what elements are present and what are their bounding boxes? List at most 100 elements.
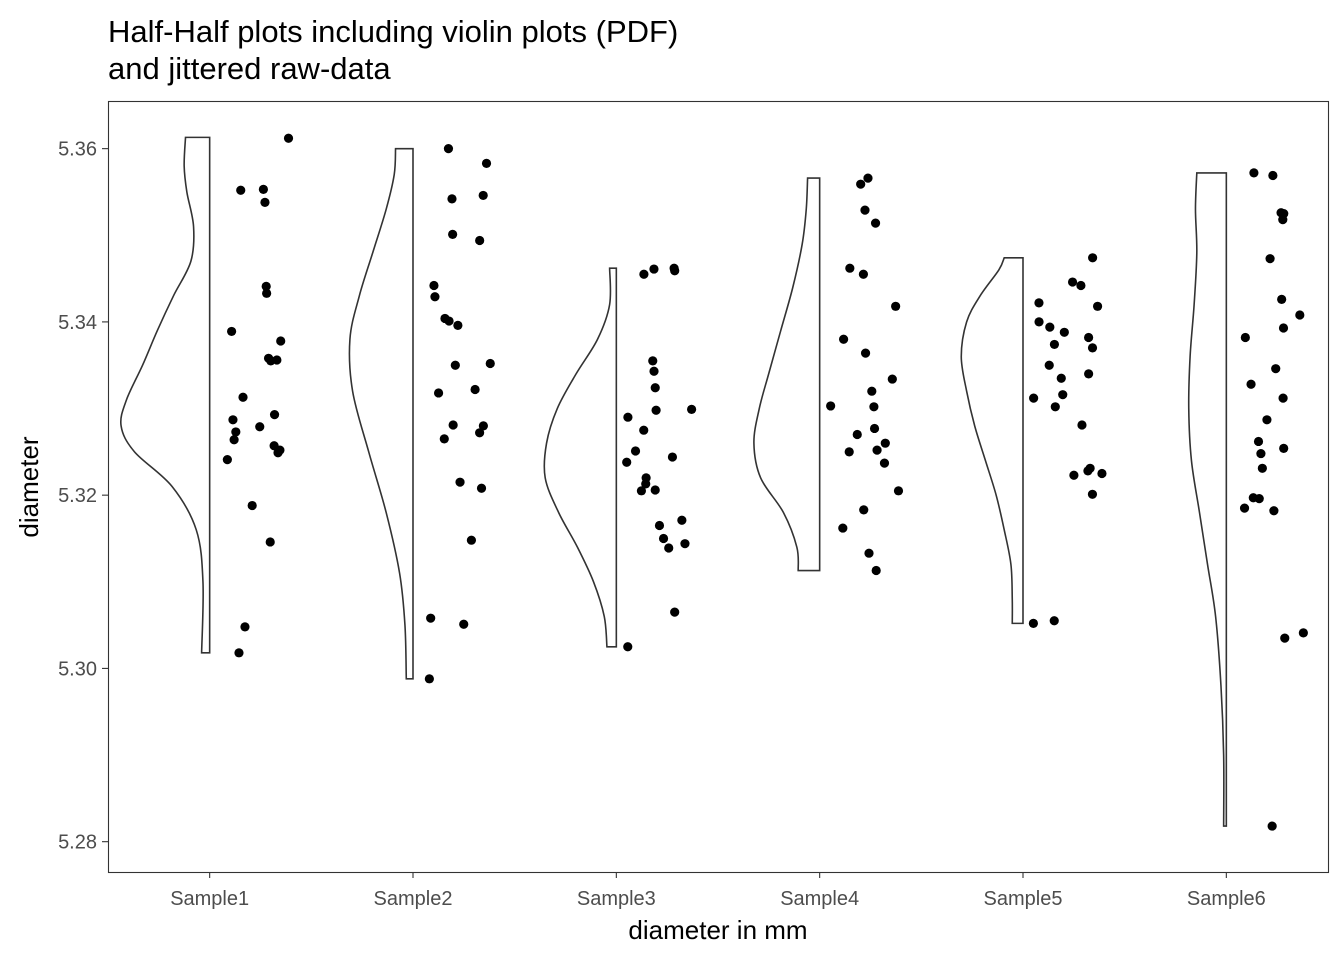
data-point-sample5 [1069,470,1079,480]
data-point-sample6 [1280,633,1290,643]
x-tick-label: Sample1 [170,888,249,910]
data-point-sample2 [481,158,492,168]
data-point-sample5 [1050,402,1060,412]
data-point-sample1 [236,185,246,195]
data-point-sample5 [1056,373,1066,383]
data-point-sample1 [240,622,250,632]
data-point-sample5 [1087,489,1098,499]
y-tick-label: 5.36 [58,139,97,161]
data-point-sample4 [870,218,881,228]
data-point-sample6 [1298,628,1308,638]
data-point-sample2 [433,388,444,398]
data-point-sample5 [1092,301,1103,311]
x-tick-label: Sample4 [780,888,859,910]
data-point-sample1 [258,184,268,194]
data-point-sample5 [1087,343,1098,353]
chart-title-line-1: Half-Half plots including violin plots (… [108,14,678,49]
data-point-sample5 [1084,369,1094,379]
panel-border [107,100,1330,874]
data-point-sample5 [1067,277,1078,287]
data-point-sample6 [1277,294,1287,304]
y-axis: 5.28 5.30 5.32 5.34 5.36 [58,139,108,854]
y-tick-label: 5.34 [58,312,97,334]
data-point-sample3 [677,515,687,525]
data-point-sample6 [1246,379,1256,389]
y-tick-label: 5.32 [58,485,97,507]
x-tick-label: Sample6 [1187,888,1266,910]
data-point-sample6 [1265,254,1275,264]
x-axis: Sample1 Sample2 Sample3 Sample4 Sample5 Sampl… [170,872,1266,910]
data-point-sample6 [1269,506,1279,516]
data-point-sample1 [255,422,265,432]
data-point-sample2 [453,320,463,330]
data-point-sample6 [1253,436,1264,447]
data-point-sample6 [1267,821,1277,831]
data-point-sample6 [1278,393,1288,403]
data-point-sample3 [639,425,649,435]
data-point-sample3 [658,533,669,544]
data-point-sample1 [231,427,241,437]
data-point-sample4 [887,374,897,384]
data-point-sample2 [466,535,477,545]
data-point-sample3 [654,520,665,531]
data-point-sample3 [670,266,680,276]
data-point-sample6 [1249,168,1259,178]
data-point-sample4 [852,429,862,440]
violin-sample1 [119,136,211,654]
data-point-sample4 [871,565,881,576]
violin-sample2 [348,147,414,680]
data-point-sample2 [426,613,436,623]
points-layer [222,133,1308,831]
data-point-sample1 [273,448,283,458]
data-point-sample4 [869,402,879,412]
data-point-sample4 [860,205,870,215]
data-point-sample6 [1257,463,1267,473]
data-point-sample2 [447,194,457,204]
data-point-sample2 [443,144,454,154]
data-point-sample1 [266,356,276,366]
data-point-sample3 [650,383,660,393]
data-point-sample3 [687,404,697,414]
data-point-sample5 [1097,468,1107,479]
data-point-sample4 [826,401,836,411]
data-point-sample5 [1028,618,1038,628]
data-point-sample2 [485,358,495,369]
data-point-sample4 [893,486,904,496]
data-point-sample3 [639,269,649,279]
data-point-sample5 [1076,280,1086,291]
data-point-sample5 [1034,298,1044,308]
data-point-sample3 [650,485,660,495]
data-point-sample6 [1278,323,1289,333]
data-point-sample3 [623,642,633,652]
violin-sample4 [753,177,821,572]
data-point-sample4 [858,269,869,279]
data-point-sample4 [863,173,873,183]
data-point-sample1 [247,500,257,511]
data-point-sample6 [1239,503,1250,513]
data-point-sample4 [838,523,848,533]
data-point-sample4 [860,348,871,358]
data-point-sample3 [664,543,674,553]
violin-sample3 [543,267,618,648]
data-point-sample2 [429,280,439,291]
data-point-sample6 [1295,310,1305,320]
data-point-sample1 [276,336,286,346]
data-point-sample1 [229,435,239,445]
data-point-sample2 [459,619,469,629]
data-point-sample3 [670,607,680,617]
data-point-sample5 [1083,466,1093,476]
y-tick-label: 5.30 [58,658,97,680]
data-point-sample3 [623,412,633,422]
data-point-sample5 [1088,253,1098,263]
data-point-sample6 [1262,415,1272,425]
data-point-sample4 [869,423,880,434]
violin-sample5 [960,256,1024,625]
data-point-sample3 [680,539,690,549]
data-point-sample2 [476,483,487,493]
data-point-sample4 [844,447,854,457]
data-point-sample6 [1268,170,1278,181]
data-point-sample2 [424,674,434,684]
data-point-sample2 [448,420,458,430]
data-point-sample6 [1240,332,1250,343]
data-point-sample3 [651,405,661,415]
